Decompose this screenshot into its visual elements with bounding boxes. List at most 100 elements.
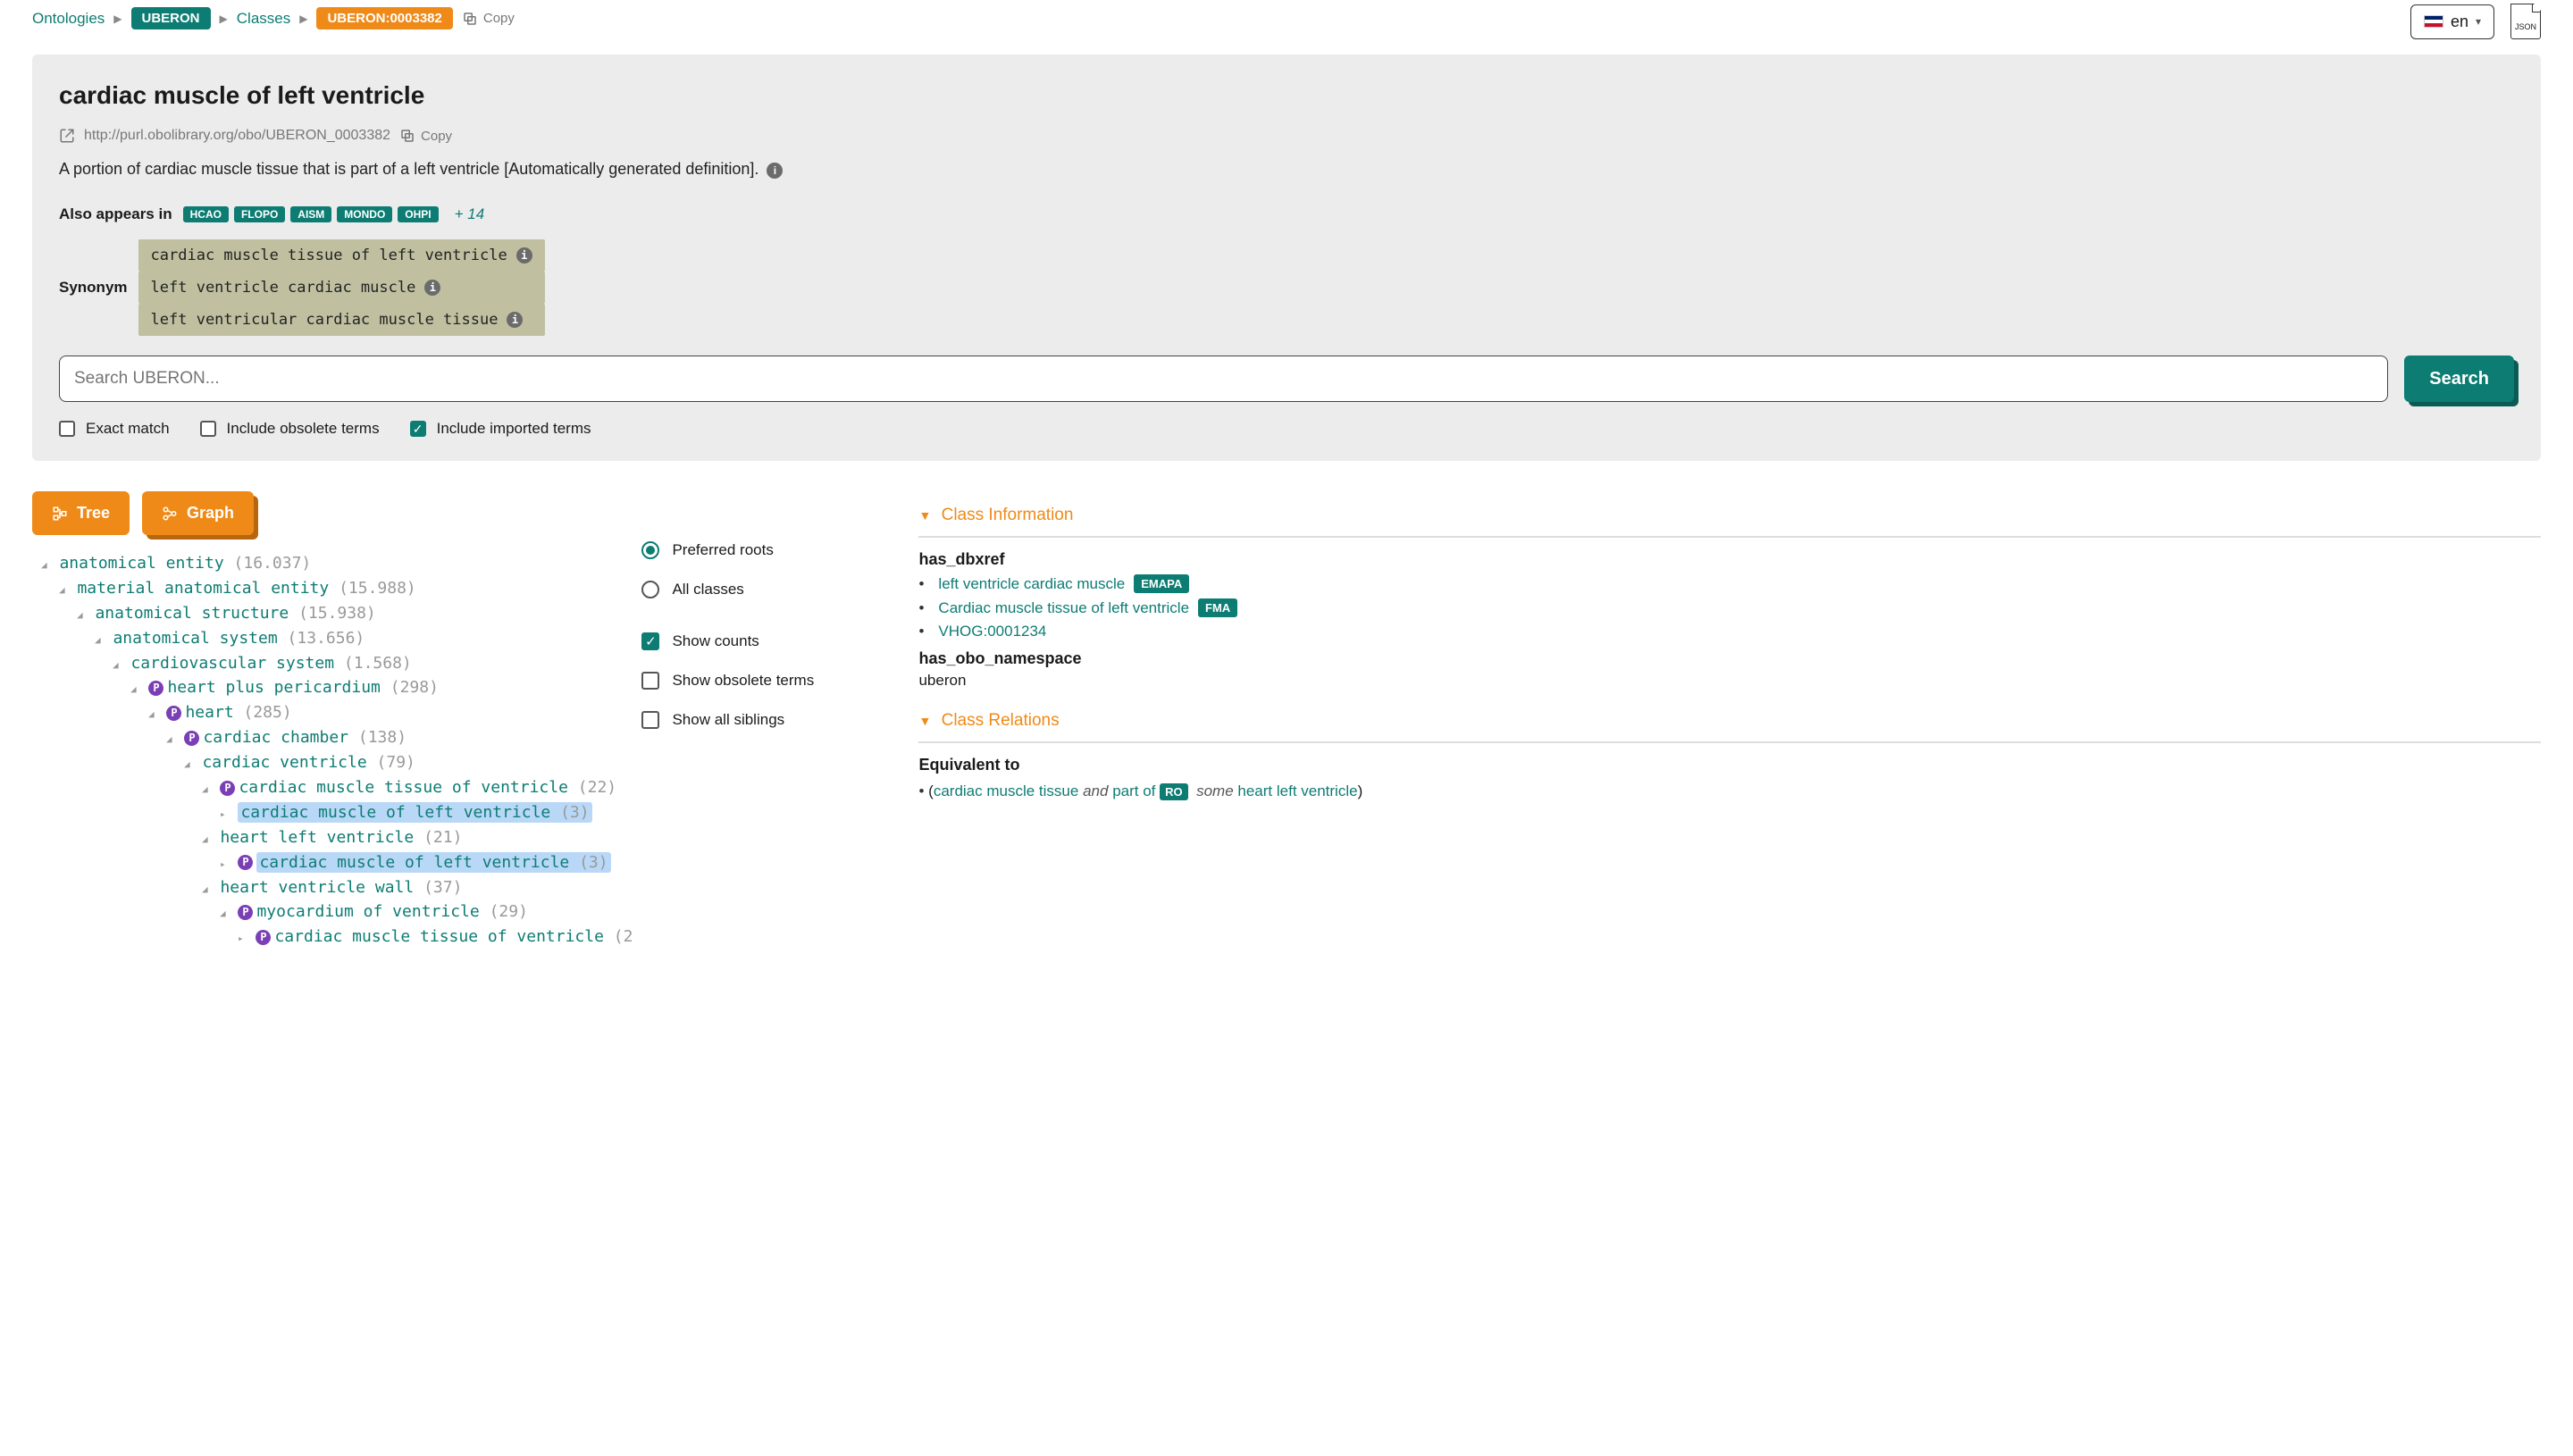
breadcrumb-ontology-badge[interactable]: UBERON xyxy=(131,7,211,29)
tree-node[interactable]: ◢ Pmyocardium of ventricle (29) xyxy=(32,900,633,925)
link-heart-left-ventricle[interactable]: heart left ventricle xyxy=(1237,782,1357,799)
chevron-right-icon: ▶ xyxy=(113,13,122,25)
info-icon[interactable]: i xyxy=(767,163,783,179)
exact-match-checkbox[interactable]: Exact match xyxy=(59,420,170,438)
tree-node[interactable]: ◢ anatomical structure (15.938) xyxy=(32,601,633,626)
appears-in-badge[interactable]: FLOPO xyxy=(234,206,285,222)
search-button[interactable]: Search xyxy=(2404,356,2514,402)
dbxref-link[interactable]: Cardiac muscle tissue of left ventricle xyxy=(938,599,1189,617)
search-input[interactable] xyxy=(59,356,2388,402)
json-download-button[interactable]: JSON xyxy=(2510,4,2541,39)
appears-in-badge[interactable]: OHPI xyxy=(398,206,438,222)
caret-down-icon: ◢ xyxy=(77,609,83,621)
tree-options-panel: Preferred roots All classes ✓ Show count… xyxy=(641,491,909,950)
tree-node-count: (29) xyxy=(490,902,528,921)
tree-node[interactable]: ◢ Pheart (285) xyxy=(32,700,633,725)
checkbox-icon xyxy=(641,672,659,690)
include-imported-label: Include imported terms xyxy=(437,420,591,438)
chevron-down-icon: ▾ xyxy=(2476,15,2481,28)
tree-node-label: cardiac muscle of left ventricle xyxy=(259,853,569,872)
tree-node[interactable]: ◢ anatomical entity (16.037) xyxy=(32,551,633,576)
copy-short-id-button[interactable]: Copy xyxy=(462,11,515,27)
keyword-and: and xyxy=(1083,782,1108,799)
keyword-some: some xyxy=(1196,782,1234,799)
caret-down-icon: ◢ xyxy=(41,559,47,571)
tree-node[interactable]: ◢ cardiovascular system (1.568) xyxy=(32,651,633,676)
tree-node-label: cardiac muscle tissue of ventricle xyxy=(274,927,603,946)
breadcrumb-classes[interactable]: Classes xyxy=(237,10,290,28)
caret-right-icon: ▸ xyxy=(220,808,226,820)
also-appears-more[interactable]: + 14 xyxy=(455,205,485,223)
appears-in-badge[interactable]: AISM xyxy=(290,206,331,222)
class-information-header[interactable]: ▼ Class Information xyxy=(918,497,2541,538)
tree-node-label: heart left ventricle xyxy=(220,828,414,847)
exact-match-label: Exact match xyxy=(86,420,170,438)
show-obsolete-checkbox[interactable]: Show obsolete terms xyxy=(641,672,909,690)
tree-node-label: anatomical entity xyxy=(59,554,223,573)
tree-node[interactable]: ▸ Pcardiac muscle of left ventricle (3) xyxy=(32,850,633,875)
show-siblings-checkbox[interactable]: Show all siblings xyxy=(641,711,909,729)
tree-node[interactable]: ◢ heart ventricle wall (37) xyxy=(32,875,633,900)
tree-node-count: (22) xyxy=(578,778,616,797)
caret-down-icon: ◢ xyxy=(166,733,172,745)
all-classes-radio[interactable]: All classes xyxy=(641,581,909,598)
info-icon[interactable]: i xyxy=(516,247,532,264)
source-pill[interactable]: FMA xyxy=(1198,598,1237,617)
graph-view-button[interactable]: Graph xyxy=(142,491,254,535)
class-relations-header[interactable]: ▼ Class Relations xyxy=(918,702,2541,743)
tree-node-count: (13.656) xyxy=(288,629,365,648)
tree-node-count: (16.037) xyxy=(234,554,312,573)
breadcrumb-id-badge[interactable]: UBERON:0003382 xyxy=(316,7,452,29)
language-label: en xyxy=(2451,13,2468,31)
tree-node-count: (2 xyxy=(614,927,633,946)
graph-button-label: Graph xyxy=(187,504,234,523)
link-part-of[interactable]: part of xyxy=(1112,782,1155,799)
appears-in-badge[interactable]: HCAO xyxy=(183,206,229,222)
tree-node[interactable]: ◢ cardiac ventricle (79) xyxy=(32,750,633,775)
ro-pill[interactable]: RO xyxy=(1160,783,1188,800)
caret-down-icon: ◢ xyxy=(184,758,190,770)
include-imported-checkbox[interactable]: ✓ Include imported terms xyxy=(410,420,591,438)
preferred-roots-label: Preferred roots xyxy=(672,541,773,559)
tree-node[interactable]: ▸ cardiac muscle of left ventricle (3) xyxy=(32,800,633,825)
synonym-chip: cardiac muscle tissue of left ventricle … xyxy=(138,239,545,272)
info-icon[interactable]: i xyxy=(507,312,523,328)
external-link-icon[interactable] xyxy=(59,128,75,144)
show-counts-checkbox[interactable]: ✓ Show counts xyxy=(641,632,909,650)
breadcrumb-ontologies[interactable]: Ontologies xyxy=(32,10,105,28)
tree-node[interactable]: ◢ heart left ventricle (21) xyxy=(32,825,633,850)
dbxref-link[interactable]: left ventricle cardiac muscle xyxy=(938,575,1125,593)
include-obsolete-label: Include obsolete terms xyxy=(227,420,380,438)
caret-down-icon: ◢ xyxy=(148,708,155,720)
term-iri: http://purl.obolibrary.org/obo/UBERON_00… xyxy=(84,128,390,144)
tree-node[interactable]: ▸ Pcardiac muscle tissue of ventricle (2 xyxy=(32,925,633,950)
tree-node-label: heart plus pericardium xyxy=(167,678,380,697)
tree-node[interactable]: ◢ material anatomical entity (15.988) xyxy=(32,576,633,601)
radio-icon xyxy=(641,581,659,598)
tree-node-count: (37) xyxy=(423,878,462,897)
language-selector[interactable]: en ▾ xyxy=(2410,4,2494,39)
copy-iri-button[interactable]: Copy xyxy=(399,128,452,144)
tree-node-label: anatomical structure xyxy=(95,604,289,623)
appears-in-badge[interactable]: MONDO xyxy=(337,206,392,222)
tree-node[interactable]: ◢ Pcardiac chamber (138) xyxy=(32,725,633,750)
tree-node[interactable]: ◢ Pheart plus pericardium (298) xyxy=(32,675,633,700)
p-badge-icon: P xyxy=(148,681,163,696)
json-label: JSON xyxy=(2515,22,2536,31)
link-cardiac-muscle-tissue[interactable]: cardiac muscle tissue xyxy=(934,782,1079,799)
caret-down-icon: ◢ xyxy=(95,634,101,646)
tree-view-button[interactable]: Tree xyxy=(32,491,130,535)
preferred-roots-radio[interactable]: Preferred roots xyxy=(641,541,909,559)
source-pill[interactable]: EMAPA xyxy=(1134,574,1189,593)
tree-node[interactable]: ◢ Pcardiac muscle tissue of ventricle (2… xyxy=(32,775,633,800)
checkbox-icon xyxy=(59,421,75,437)
tree-button-label: Tree xyxy=(77,504,110,523)
dbxref-link[interactable]: VHOG:0001234 xyxy=(938,623,1046,640)
tree-node[interactable]: ◢ anatomical system (13.656) xyxy=(32,626,633,651)
synonym-chip: left ventricle cardiac muscle i xyxy=(138,272,545,304)
tree-node-label: material anatomical entity xyxy=(77,579,329,598)
include-obsolete-checkbox[interactable]: Include obsolete terms xyxy=(200,420,380,438)
info-icon[interactable]: i xyxy=(424,280,440,296)
term-header-panel: cardiac muscle of left ventricle http://… xyxy=(32,54,2541,461)
tree-node-label: heart xyxy=(185,703,233,722)
